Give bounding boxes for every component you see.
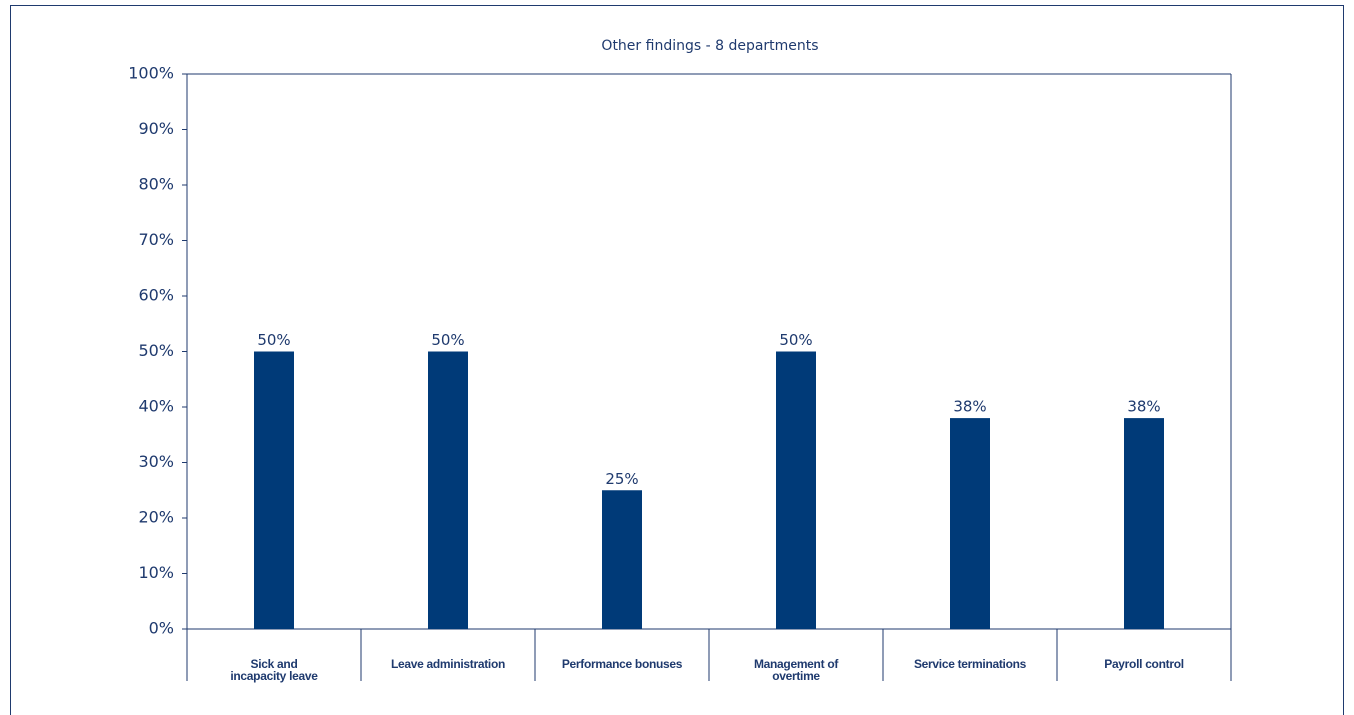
- x-tick-label: Management of overtime: [753, 657, 839, 683]
- data-label: 50%: [431, 331, 464, 349]
- chart-title: Other findings - 8 departments: [601, 38, 818, 54]
- data-label: 38%: [1127, 398, 1160, 416]
- y-tick-label: 30%: [138, 452, 174, 471]
- y-tick-label: 80%: [138, 175, 174, 194]
- x-tick-label: Payroll control: [1104, 657, 1184, 671]
- x-tick-label: Performance bonuses: [561, 657, 683, 671]
- bar: [254, 351, 294, 629]
- data-label: 50%: [257, 331, 290, 349]
- x-tick-label: Service terminations: [913, 657, 1027, 671]
- y-tick-label: 0%: [149, 619, 174, 638]
- bar: [428, 351, 468, 629]
- y-tick-label: 40%: [138, 397, 174, 416]
- y-tick-label: 90%: [138, 119, 174, 138]
- x-tick-label: Sick and incapacity leave: [230, 657, 318, 683]
- data-label: 38%: [953, 398, 986, 416]
- y-tick-label: 100%: [128, 64, 174, 83]
- bar: [950, 418, 990, 629]
- y-tick-label: 20%: [138, 508, 174, 527]
- y-tick-label: 70%: [138, 230, 174, 249]
- data-label: 25%: [605, 470, 638, 488]
- frame: [10, 5, 1344, 715]
- bar: [1124, 418, 1164, 629]
- y-tick-label: 60%: [138, 286, 174, 305]
- x-tick-label: Leave administration: [390, 657, 506, 671]
- bar: [776, 351, 816, 629]
- data-label: 50%: [779, 331, 812, 349]
- y-tick-label: 50%: [138, 341, 174, 360]
- bar: [602, 490, 642, 629]
- y-tick-label: 10%: [138, 563, 174, 582]
